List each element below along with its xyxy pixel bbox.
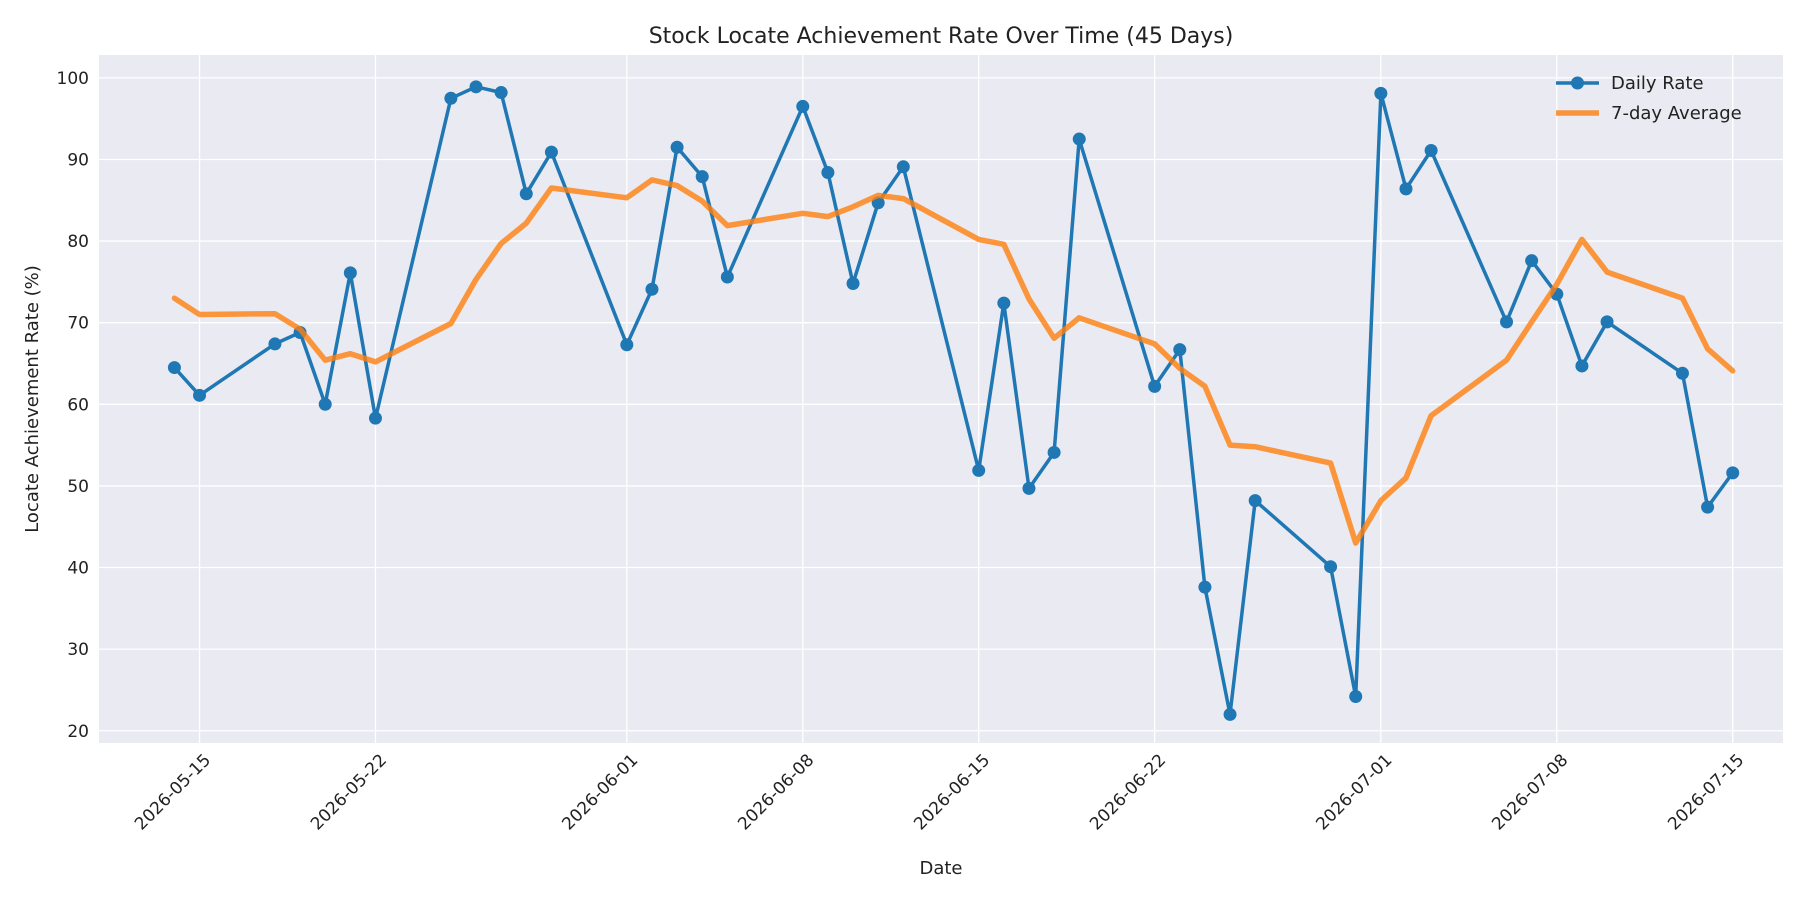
daily-rate-point bbox=[997, 296, 1011, 310]
series-layer bbox=[167, 80, 1740, 721]
x-tick-label: 2026-06-15 bbox=[910, 750, 994, 834]
daily-rate-point bbox=[972, 463, 986, 477]
y-axis-label: Locate Achievement Rate (%) bbox=[22, 265, 43, 533]
daily-rate-point bbox=[1675, 366, 1689, 380]
x-tick-label: 2026-07-08 bbox=[1488, 750, 1572, 834]
daily-rate-point bbox=[1198, 580, 1212, 594]
x-axis-label: Date bbox=[919, 858, 962, 879]
y-tick-label: 40 bbox=[67, 559, 89, 579]
daily-rate-point bbox=[368, 411, 382, 425]
y-axis-ticks: 20 30 40 50 60 70 80 90 100 bbox=[57, 69, 89, 742]
average-line bbox=[171, 177, 1736, 546]
y-tick-label: 20 bbox=[67, 722, 89, 742]
y-tick-label: 70 bbox=[67, 314, 89, 334]
y-tick-label: 80 bbox=[67, 232, 89, 252]
daily-rate-point bbox=[1022, 481, 1036, 495]
x-tick-label: 2026-06-08 bbox=[734, 750, 818, 834]
x-tick-label: 2026-06-01 bbox=[558, 750, 642, 834]
y-tick-label: 60 bbox=[67, 395, 89, 415]
daily-rate-point bbox=[1173, 343, 1187, 357]
daily-rate-point bbox=[544, 145, 558, 159]
daily-rate-point bbox=[1324, 560, 1338, 574]
daily-rate-point bbox=[1500, 315, 1514, 329]
y-tick-label: 100 bbox=[57, 69, 89, 89]
daily-rate-point bbox=[1148, 379, 1162, 393]
daily-rate-point bbox=[695, 170, 709, 184]
daily-rate-point bbox=[1399, 182, 1413, 196]
daily-rate-point bbox=[821, 166, 835, 180]
daily-rate-point bbox=[167, 361, 181, 375]
x-axis-ticks: 2026-05-15 2026-05-22 2026-06-01 2026-06-08… bbox=[131, 750, 1748, 834]
daily-rate-point bbox=[268, 337, 282, 351]
daily-rate-point bbox=[1575, 359, 1589, 373]
y-tick-label: 30 bbox=[67, 640, 89, 660]
daily-rate-point bbox=[519, 187, 533, 201]
daily-rate-point bbox=[1248, 494, 1262, 508]
daily-rate-point bbox=[1047, 445, 1061, 459]
legend-marker bbox=[1571, 76, 1584, 90]
chart-title: Stock Locate Achievement Rate Over Time … bbox=[649, 24, 1234, 49]
daily-rate-point bbox=[494, 86, 508, 100]
daily-rate-point bbox=[1374, 86, 1388, 100]
daily-rate-point bbox=[720, 270, 734, 284]
daily-rate-point bbox=[318, 397, 332, 411]
daily-rate-point bbox=[1525, 254, 1539, 268]
daily-rate-point bbox=[796, 99, 810, 113]
daily-rate-point bbox=[1600, 315, 1614, 329]
x-tick-label: 2026-06-22 bbox=[1086, 750, 1170, 834]
daily-rate-point bbox=[1424, 143, 1438, 157]
daily-rate-point bbox=[670, 140, 684, 154]
daily-rate-point bbox=[343, 266, 357, 280]
x-tick-label: 2026-07-15 bbox=[1664, 750, 1748, 834]
daily-rate-point bbox=[1223, 707, 1237, 721]
legend: Daily Rate 7-day Average bbox=[1556, 73, 1742, 124]
daily-rate-point bbox=[193, 388, 207, 402]
plot-area bbox=[99, 55, 1783, 743]
x-tick-label: 2026-05-22 bbox=[307, 750, 391, 834]
daily-rate-point bbox=[1072, 132, 1086, 146]
daily-rate-point bbox=[1726, 466, 1740, 480]
legend-label: 7-day Average bbox=[1611, 103, 1742, 124]
daily-rate-point bbox=[846, 277, 860, 291]
y-tick-label: 90 bbox=[67, 150, 89, 170]
y-tick-label: 50 bbox=[67, 477, 89, 497]
daily-rate-point bbox=[1701, 500, 1715, 514]
legend-label: Daily Rate bbox=[1611, 73, 1704, 94]
daily-rate-point bbox=[896, 160, 910, 174]
daily-rate-point bbox=[645, 282, 659, 296]
x-tick-label: 2026-07-01 bbox=[1312, 750, 1396, 834]
x-tick-label: 2026-05-15 bbox=[131, 750, 215, 834]
daily-rate-point bbox=[620, 338, 634, 352]
daily-rate-point bbox=[1349, 689, 1363, 703]
daily-rate-point bbox=[444, 91, 458, 105]
daily-rate-point bbox=[469, 80, 483, 94]
